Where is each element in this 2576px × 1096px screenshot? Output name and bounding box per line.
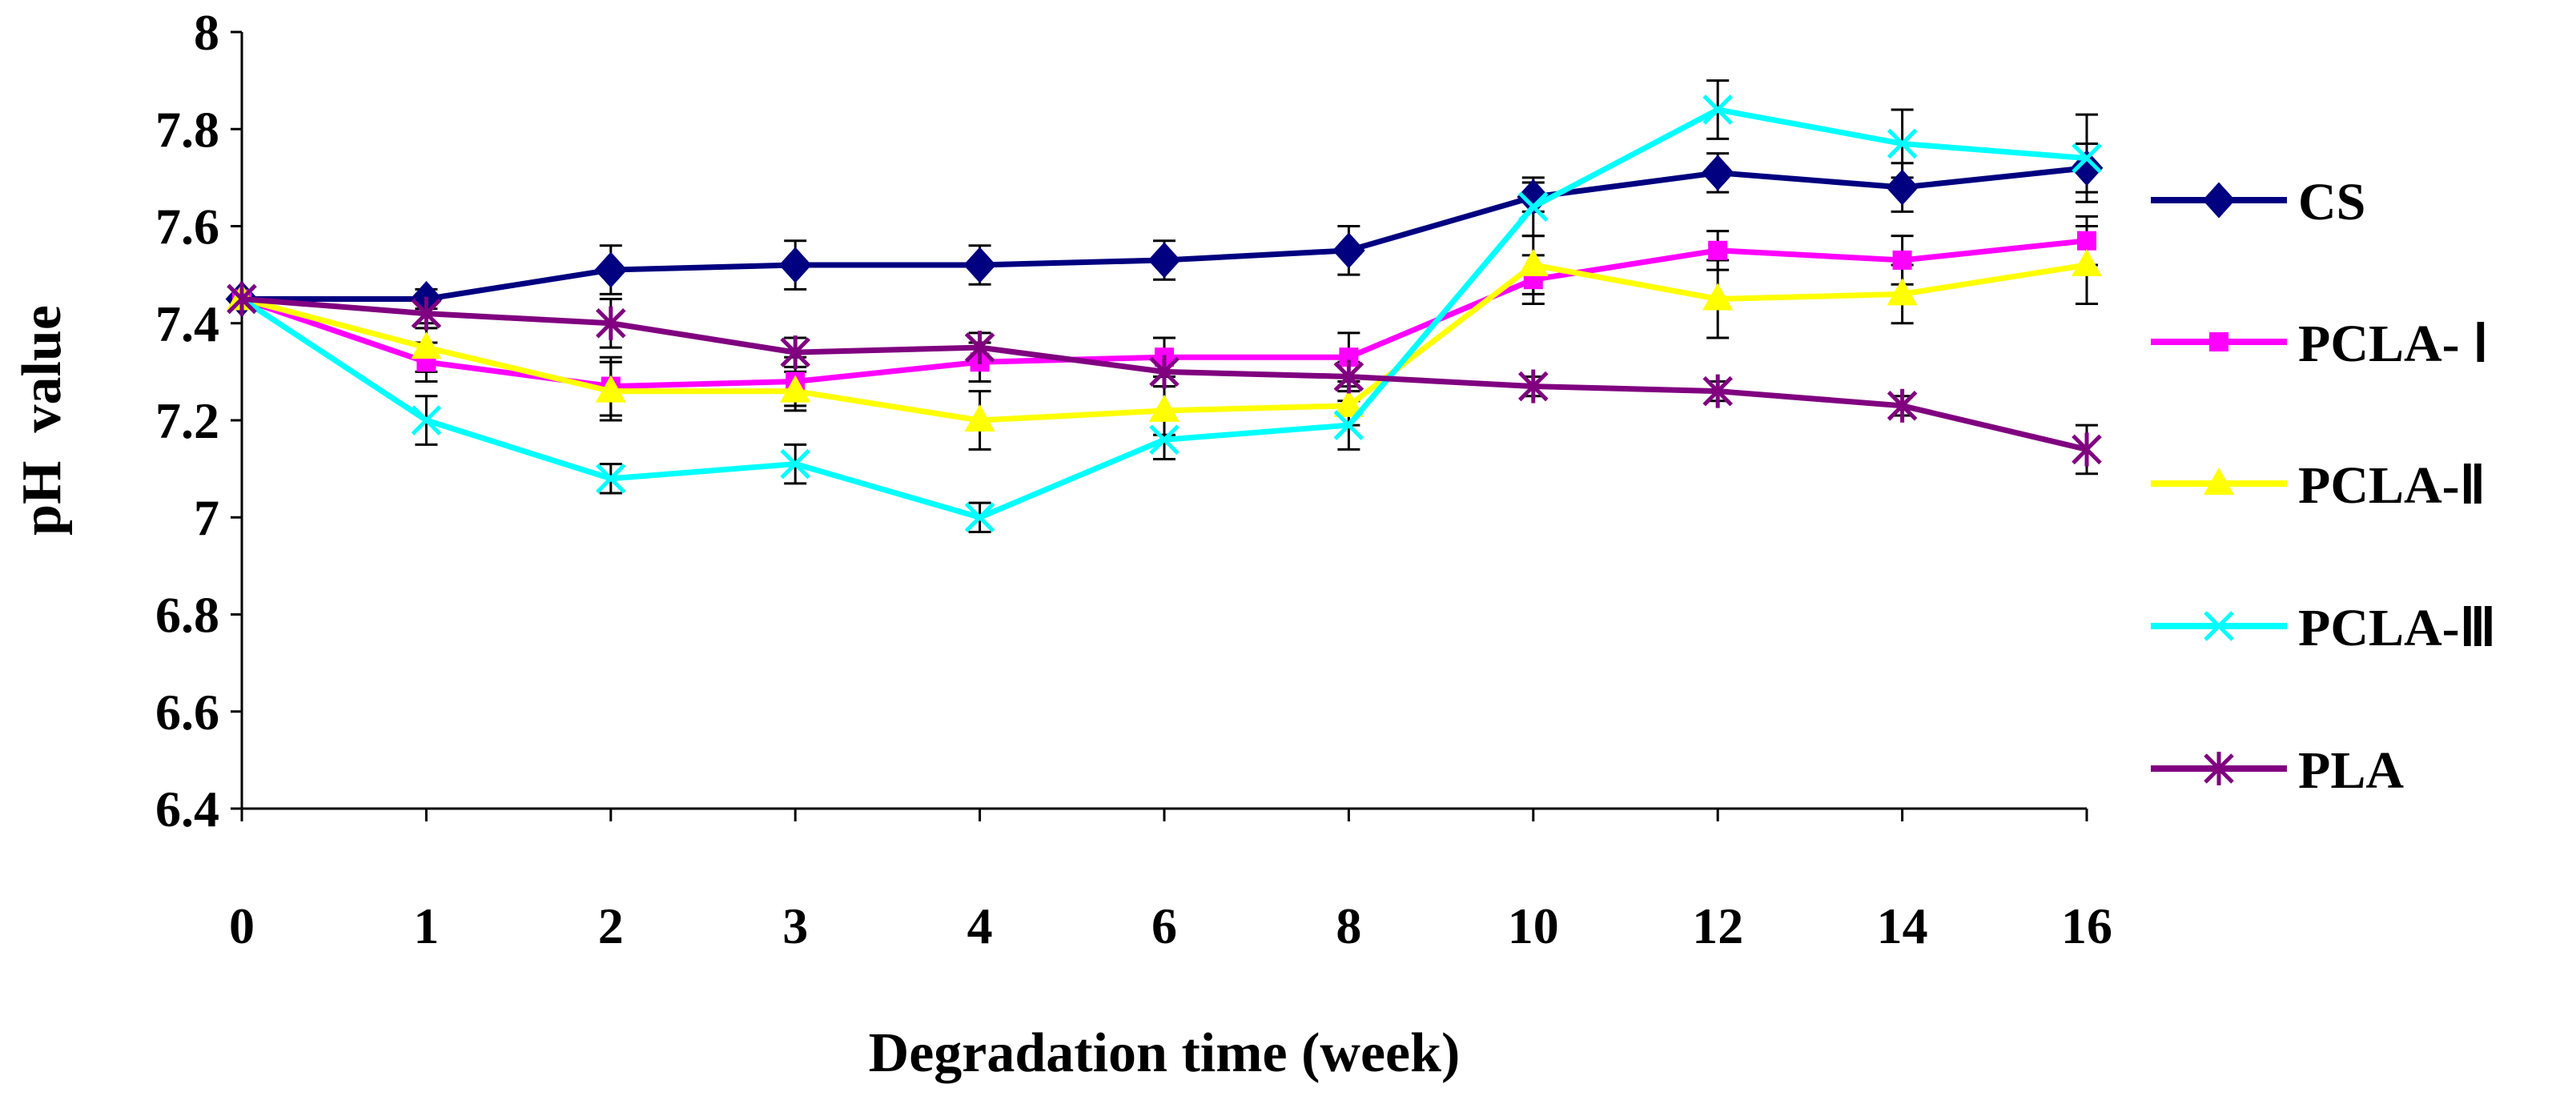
data-point [1149, 355, 1179, 389]
series-layer [225, 79, 2104, 533]
y-tick-label: 7.2 [155, 392, 219, 449]
data-point [1517, 249, 1549, 276]
y-axis-title: pH value [11, 305, 73, 536]
data-point [1708, 240, 1728, 260]
x-tick-label: 2 [598, 897, 624, 954]
y-tick-label: 8 [194, 4, 219, 61]
data-point [1892, 250, 1912, 270]
data-point [1887, 388, 1918, 423]
legend-swatch-marker [2202, 182, 2236, 219]
legend-item: PCLA-Ⅱ [2151, 456, 2486, 515]
x-tick-label: 10 [1508, 897, 1559, 954]
x-ticks: 0 1 2 3 4 6 8 10 12 14 16 [229, 809, 2112, 954]
data-point [1518, 369, 1549, 403]
legend-swatch-marker [2204, 752, 2234, 785]
legend-label: PCLA-Ⅲ [2298, 599, 2496, 657]
x-tick-label: 16 [2061, 897, 2112, 954]
data-point [964, 331, 995, 365]
error-bars-series-3 [415, 79, 2098, 533]
data-point [1333, 410, 1364, 440]
x-tick-label: 6 [1151, 897, 1177, 954]
y-tick-label: 6.8 [155, 587, 219, 644]
data-point [1149, 394, 1179, 422]
data-point [1518, 191, 1549, 223]
data-point [1702, 94, 1733, 125]
x-tick-label: 14 [1877, 897, 1928, 954]
data-point [411, 296, 442, 331]
data-point [964, 502, 995, 533]
y-tick-label: 7.8 [155, 101, 219, 158]
data-point [227, 282, 257, 316]
data-point [594, 251, 628, 288]
y-ticks: 6.4 6.6 6.8 7 7.2 7.4 7.6 7.8 8 [155, 4, 242, 837]
legend-label: PCLA- Ⅰ [2298, 315, 2489, 373]
legend-label: PCLA-Ⅱ [2298, 456, 2486, 515]
data-point [2072, 432, 2102, 467]
y-tick-label: 7.6 [155, 199, 219, 255]
x-tick-label: 4 [967, 897, 993, 954]
data-point [2072, 143, 2102, 174]
y-tick-label: 6.4 [155, 781, 219, 837]
data-point [780, 448, 810, 480]
legend-item: PCLA-Ⅲ [2151, 599, 2496, 657]
x-tick-label: 0 [229, 897, 255, 954]
legend-label: PLA [2298, 741, 2404, 800]
legend-item: PLA [2151, 741, 2404, 800]
y-tick-label: 6.6 [155, 684, 219, 741]
series-0 [225, 150, 2104, 317]
y-tick-label: 7 [194, 489, 219, 546]
legend: CS PCLA- Ⅰ PCLA-Ⅱ PCLA-Ⅲ PLA [2151, 173, 2496, 800]
error-bars-series-0 [415, 142, 2098, 311]
data-point [1702, 283, 1734, 311]
data-point [411, 405, 442, 436]
data-point [596, 306, 626, 340]
data-point [596, 463, 626, 494]
legend-swatch-marker [2204, 468, 2234, 495]
legend-swatch-marker [2204, 611, 2234, 641]
data-point [778, 247, 812, 283]
data-point [1887, 128, 1918, 159]
data-point [1147, 242, 1181, 279]
series-4 [227, 282, 2102, 467]
x-tick-label: 8 [1336, 897, 1361, 954]
x-tick-label: 1 [413, 897, 439, 954]
legend-swatch-marker [2209, 332, 2228, 351]
data-point [1149, 424, 1179, 456]
data-point [780, 375, 811, 403]
legend-item: PCLA- Ⅰ [2151, 315, 2489, 373]
data-point [1332, 232, 1365, 269]
data-point [964, 404, 995, 432]
data-point [1333, 389, 1364, 417]
x-tick-label: 3 [782, 897, 808, 954]
legend-label: CS [2298, 173, 2365, 231]
data-point [1702, 374, 1733, 408]
x-tick-label: 12 [1692, 897, 1743, 954]
series-2 [227, 249, 2102, 432]
series-3 [227, 94, 2102, 533]
data-point [1886, 169, 1919, 206]
legend-item: CS [2151, 173, 2365, 231]
data-point [1701, 155, 1734, 191]
plot-area: 6.46.66.877.27.47.67.88 0 1 2 3 4 6 8 10 12 14 16 [155, 4, 2112, 954]
data-point [595, 375, 626, 403]
data-point [1333, 359, 1364, 394]
data-point [780, 335, 810, 370]
data-point [2077, 231, 2096, 251]
data-point [963, 247, 996, 283]
y-tick-label: 7.4 [155, 295, 219, 352]
data-point [1887, 278, 1918, 306]
x-axis-title: Degradation time (week) [869, 1022, 1461, 1084]
data-point [411, 331, 442, 359]
data-point [2072, 249, 2102, 276]
